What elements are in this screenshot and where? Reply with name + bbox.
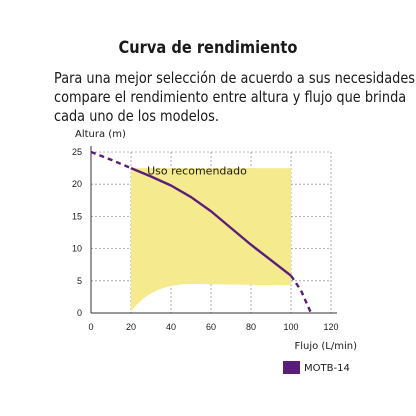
series-layer: [90, 150, 313, 314]
annotation-uso-recomendado: Uso recomendado: [147, 165, 247, 178]
series-extrapolated-low: [90, 150, 132, 170]
description-line-2: compare el rendimiento entre altura y fl…: [54, 88, 407, 106]
x-tick-label-60: 60: [206, 322, 216, 332]
recommended-region: [131, 168, 291, 312]
y-tick-label-20: 20: [72, 179, 82, 189]
series-extrapolated-high: [290, 274, 313, 314]
legend: MOTB-14: [283, 361, 350, 374]
y-tick-label-25: 25: [72, 147, 82, 157]
y-axis-label: Altura (m): [75, 129, 126, 140]
x-axis-label: Flujo (L/min): [294, 341, 357, 352]
x-tick-label-80: 80: [246, 322, 256, 332]
x-tick-label-0: 0: [88, 322, 93, 332]
y-tick-label-0: 0: [77, 308, 82, 318]
y-tick-label-10: 10: [72, 244, 82, 254]
description-line-3: cada uno de los modelos.: [54, 107, 219, 125]
axis-layer: 0 20 40 60 80 100 120 0 5 10 15 20 25: [72, 146, 339, 332]
chart-title: Curva de rendimiento: [118, 38, 298, 58]
chart-description: Para una mejor selección de acuerdo a su…: [54, 69, 415, 126]
recommended-region-layer: [131, 168, 291, 312]
x-tick-label-40: 40: [166, 322, 176, 332]
x-tick-label-100: 100: [283, 322, 298, 332]
y-tick-label-15: 15: [72, 211, 82, 221]
y-tick-label-5: 5: [77, 276, 82, 286]
x-tick-label-120: 120: [323, 322, 338, 332]
legend-label-motb-14: MOTB-14: [304, 363, 350, 374]
legend-swatch-motb-14: [283, 361, 300, 374]
x-tick-label-20: 20: [126, 322, 136, 332]
description-line-1: Para una mejor selección de acuerdo a su…: [54, 69, 415, 87]
series-line-motb-14: [130, 166, 292, 277]
